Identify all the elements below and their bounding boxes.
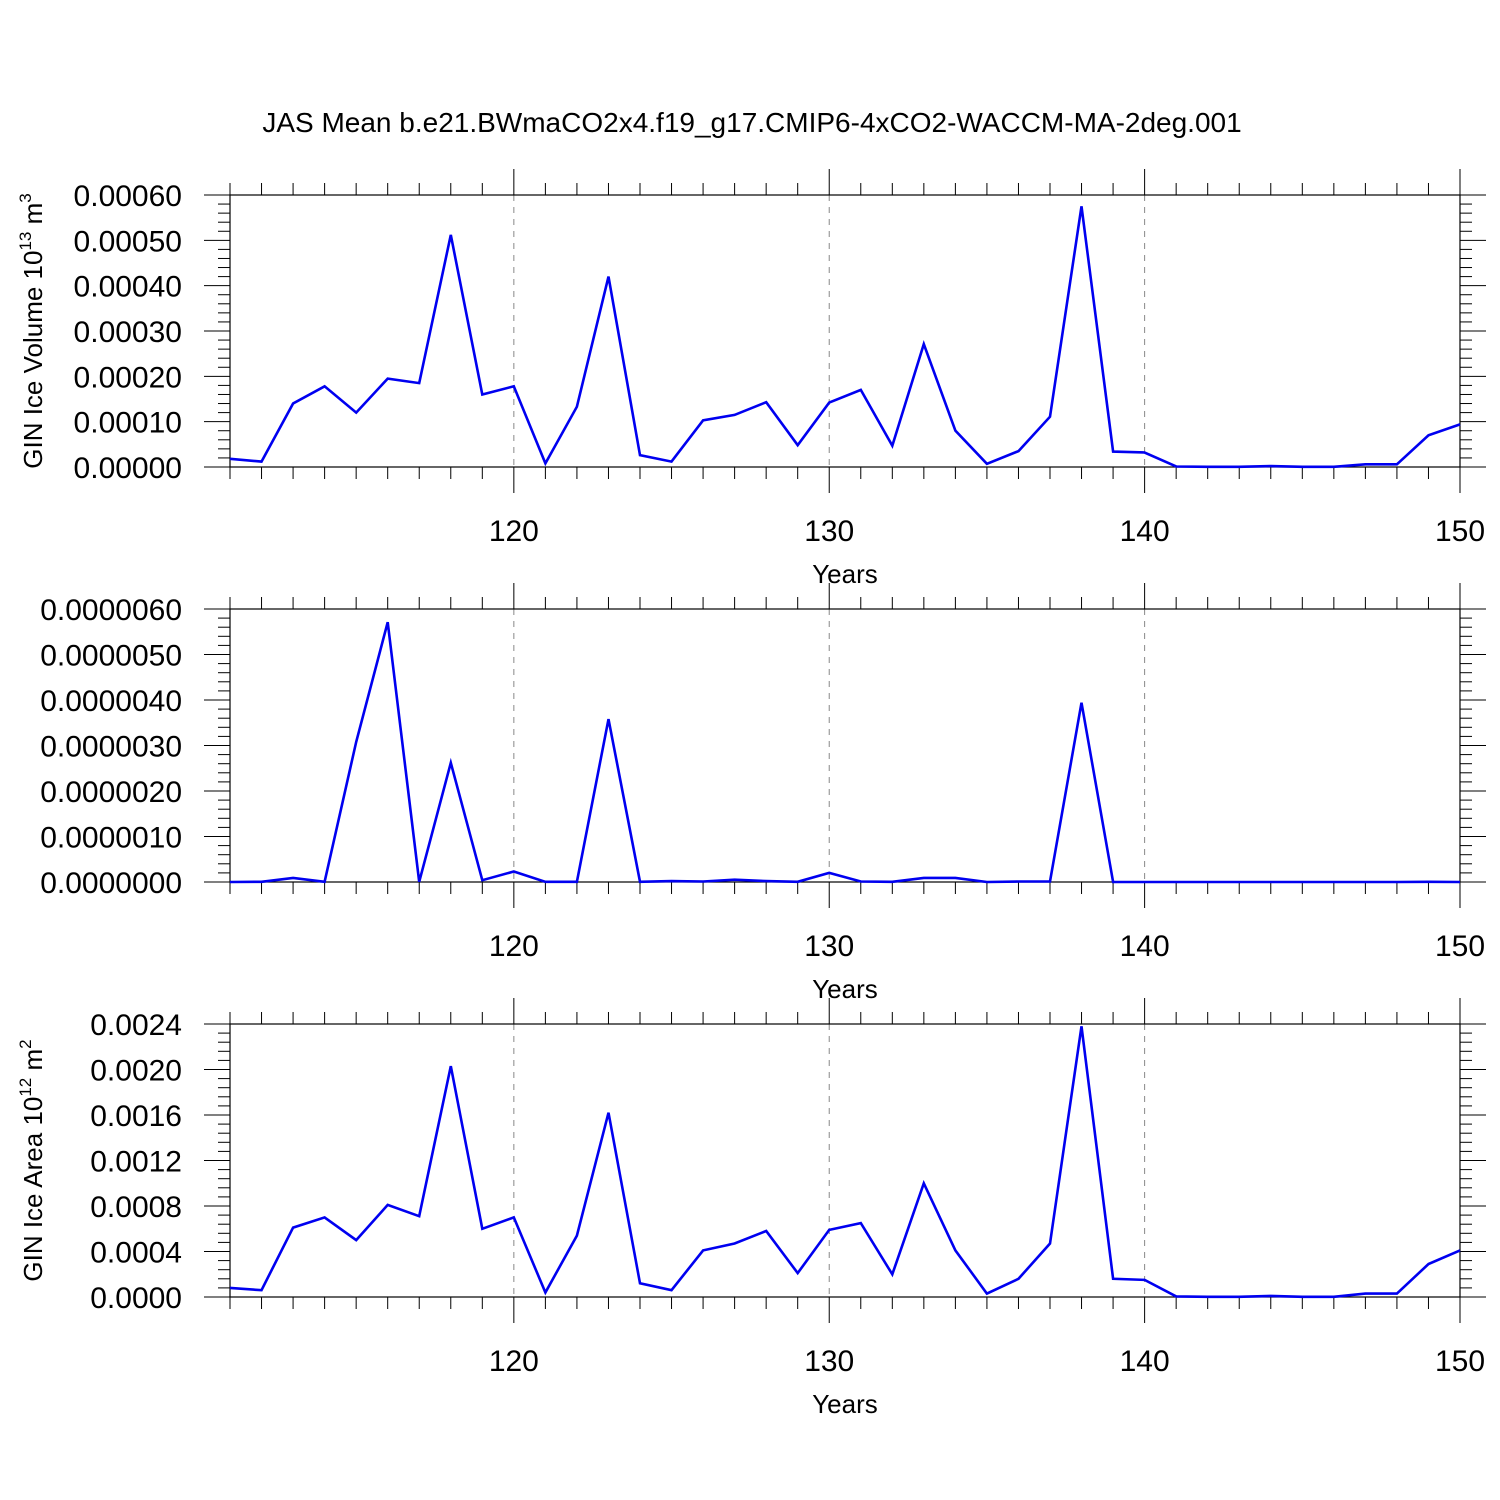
y-axis-title: GIN Ice Area 1012 m2 [16, 1039, 48, 1281]
y-tick-label-1: 0.0000010 [40, 822, 182, 855]
x-tick-label-120: 120 [489, 515, 539, 548]
x-tick-label-140: 140 [1120, 1345, 1170, 1378]
y-tick-label-4: 0.0000040 [40, 685, 182, 718]
x-axis-title: Years [812, 974, 878, 1004]
y-tick-label-3: 0.0000030 [40, 731, 182, 764]
y-axis-title: GIN Ice Volume 1013 m3 [16, 193, 48, 469]
x-tick-label-150: 150 [1435, 930, 1485, 963]
y-tick-label-4: 0.00040 [74, 271, 182, 304]
y-tick-label-2: 0.0008 [90, 1191, 182, 1224]
y-tick-label-6: 0.00060 [74, 180, 182, 213]
x-axis-title: Years [812, 559, 878, 589]
y-tick-label-1: 0.0004 [90, 1237, 182, 1270]
x-axis-title: Years [812, 1389, 878, 1419]
plot-frame [229, 194, 1461, 468]
series-line-1 [229, 1026, 1461, 1299]
y-tick-label-6: 0.0024 [90, 1009, 182, 1042]
panel-2: 120 130 140 150 Years 0.0000000 0.0000010 0.000… [40, 583, 1486, 1004]
series-line-1 [229, 206, 1461, 469]
plot-frame [229, 1023, 1461, 1298]
y-tick-label-6: 0.0000060 [40, 594, 182, 627]
y-tick-label-2: 0.00020 [74, 361, 182, 394]
y-tick-label-0: 0.0000 [90, 1282, 182, 1315]
panel-3: 120 130 140 150 Years 0.0000 0.0004 0.0008 0.001… [16, 998, 1486, 1419]
y-tick-label-1: 0.00010 [74, 407, 182, 440]
y-tick-label-5: 0.00050 [74, 225, 182, 258]
series-line-1 [229, 621, 1461, 884]
y-tick-label-4: 0.0016 [90, 1100, 182, 1133]
x-tick-label-130: 130 [804, 1345, 854, 1378]
y-tick-label-5: 0.0000050 [40, 640, 182, 673]
y-tick-label-3: 0.00030 [74, 316, 182, 349]
x-tick-label-120: 120 [489, 930, 539, 963]
x-tick-label-130: 130 [804, 930, 854, 963]
x-tick-label-120: 120 [489, 1345, 539, 1378]
x-tick-label-150: 150 [1435, 515, 1485, 548]
x-tick-label-140: 140 [1120, 515, 1170, 548]
y-tick-label-2: 0.0000020 [40, 776, 182, 809]
x-tick-label-130: 130 [804, 515, 854, 548]
y-tick-label-3: 0.0012 [90, 1146, 182, 1179]
y-tick-label-0: 0.0000000 [40, 867, 182, 900]
y-tick-label-0: 0.00000 [74, 452, 182, 485]
y-tick-label-5: 0.0020 [90, 1055, 182, 1088]
chart-title: JAS Mean b.e21.BWmaCO2x4.f19_g17.CMIP6-4… [262, 107, 1241, 138]
x-tick-label-140: 140 [1120, 930, 1170, 963]
x-tick-label-150: 150 [1435, 1345, 1485, 1378]
panel-1: 120 130 140 150 Years 0.00000 0.00010 0.00020 0.… [16, 169, 1486, 589]
